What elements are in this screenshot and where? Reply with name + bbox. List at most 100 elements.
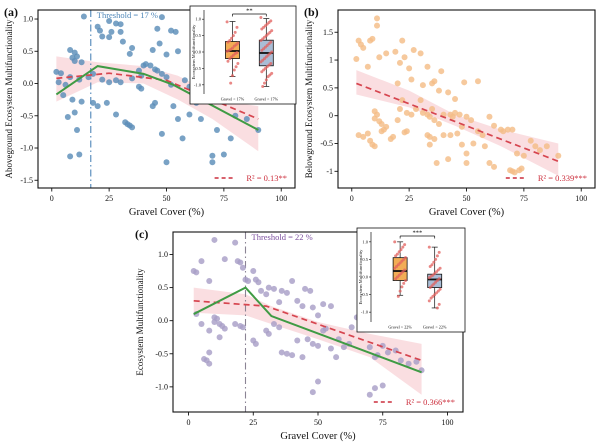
data-point xyxy=(67,153,74,160)
data-point xyxy=(309,340,316,347)
data-point xyxy=(149,46,156,53)
data-point xyxy=(126,50,133,57)
data-point xyxy=(74,126,81,133)
data-point xyxy=(237,259,244,266)
data-point xyxy=(158,70,165,77)
data-point xyxy=(474,128,481,135)
data-point xyxy=(147,62,154,69)
data-point xyxy=(163,159,170,166)
data-point xyxy=(406,65,413,72)
y-tick-label: 1.0 xyxy=(23,15,33,24)
data-point xyxy=(431,78,438,85)
data-point xyxy=(174,48,181,55)
data-point xyxy=(376,54,383,61)
r2-label: R² = 0.339*** xyxy=(538,173,587,183)
svg-text:-0.5: -0.5 xyxy=(361,292,369,297)
panel-aboveground-emf: Threshold = 17 % 0 25 50 75 100 -1.5 -1.0 -0.5 0.… xyxy=(2,2,300,222)
data-point xyxy=(555,152,562,159)
data-point xyxy=(405,360,412,367)
data-point xyxy=(209,159,216,166)
data-point xyxy=(113,77,120,84)
data-point xyxy=(419,109,426,116)
r2-label: R² = 0.366*** xyxy=(406,397,455,407)
data-point xyxy=(74,53,81,60)
data-point xyxy=(543,143,550,150)
data-point xyxy=(276,299,283,306)
data-point xyxy=(252,340,259,347)
data-point xyxy=(154,67,161,74)
data-point xyxy=(371,385,378,392)
data-point xyxy=(468,117,475,124)
data-point xyxy=(491,122,498,129)
inset-boxplot: 1.0 0.5 0.0 -0.5 -1.0 Ecosystem Multifunction… xyxy=(356,227,466,333)
data-point xyxy=(504,126,511,133)
inset-box xyxy=(392,257,408,281)
data-point xyxy=(232,320,239,327)
x-tick-label: 100 xyxy=(575,194,587,203)
svg-text:-1.0: -1.0 xyxy=(361,310,369,315)
data-point xyxy=(383,50,390,57)
data-point xyxy=(364,63,371,70)
inset-significance: ** xyxy=(246,8,253,15)
data-point xyxy=(419,82,426,89)
data-point xyxy=(463,150,470,157)
piecewise-fit-line xyxy=(193,286,422,374)
data-point xyxy=(433,159,440,166)
y-tick-label: -0.5 xyxy=(20,111,33,120)
data-point xyxy=(69,96,76,103)
data-point xyxy=(445,156,452,163)
data-point xyxy=(348,324,355,331)
data-point xyxy=(186,111,193,118)
data-point xyxy=(119,38,126,45)
x-tick-label: 50 xyxy=(463,194,471,203)
data-point xyxy=(239,264,246,271)
data-point xyxy=(304,336,311,343)
data-point xyxy=(117,79,124,86)
data-point xyxy=(299,303,306,310)
data-point xyxy=(106,79,113,86)
data-point xyxy=(390,133,397,140)
data-point xyxy=(181,77,188,84)
data-point xyxy=(106,34,113,41)
data-point xyxy=(276,324,283,331)
x-tick-label: 0 xyxy=(50,194,54,203)
data-point xyxy=(213,126,220,133)
chart-c: Threshold = 22 % 0 25 50 75 100 -1.0 -0.5 0.0 0.5… xyxy=(135,227,466,442)
y-tick-label: 0.5 xyxy=(323,83,333,92)
scatter-points xyxy=(353,15,562,176)
data-point xyxy=(374,15,381,22)
data-point xyxy=(206,349,213,356)
data-point xyxy=(117,28,124,35)
data-point xyxy=(374,111,381,118)
data-point xyxy=(470,140,477,147)
data-point xyxy=(396,59,403,66)
data-point xyxy=(163,74,170,81)
data-point xyxy=(360,44,367,51)
data-point xyxy=(458,141,465,148)
data-point xyxy=(399,37,406,44)
data-point xyxy=(197,115,204,122)
data-point xyxy=(417,97,424,104)
y-axis-label: Aboveground Ecosystem Multifunctionality xyxy=(4,19,14,178)
data-point xyxy=(536,147,543,154)
data-point xyxy=(232,239,239,246)
data-point xyxy=(198,320,205,327)
svg-text:-0.5: -0.5 xyxy=(194,66,202,71)
data-point xyxy=(138,85,145,92)
data-point xyxy=(452,109,459,116)
data-point xyxy=(179,135,186,142)
data-point xyxy=(265,330,272,337)
svg-text:1.0: 1.0 xyxy=(362,239,368,244)
panel-label: (c) xyxy=(135,227,148,241)
data-point xyxy=(513,150,520,157)
data-point xyxy=(113,20,120,27)
data-point xyxy=(509,126,516,133)
y-tick-label: -1.5 xyxy=(20,176,33,185)
data-point xyxy=(309,304,316,311)
data-point xyxy=(211,236,218,243)
x-tick-label: 0 xyxy=(187,418,191,427)
data-point xyxy=(315,378,321,385)
x-axis-label: Gravel Cover (%) xyxy=(129,207,205,218)
y-tick-label: 1.0 xyxy=(158,250,168,259)
inset-group-label: Gravel < 17% xyxy=(221,97,245,102)
